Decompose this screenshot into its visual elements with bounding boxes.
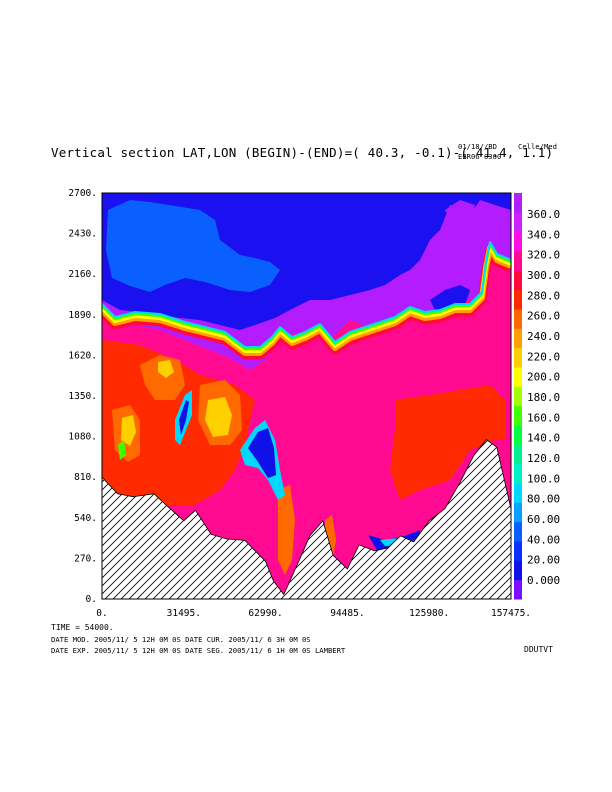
colorbar-label: 140.0	[527, 432, 560, 445]
colorbar-swatch	[514, 444, 522, 465]
contour-field	[102, 193, 511, 599]
units-label: Celle/Med	[518, 142, 557, 151]
x-tick-label: 157475.	[491, 608, 531, 619]
colorbar-label: 100.0	[527, 472, 560, 485]
footer-tag: DDUTVT	[524, 645, 553, 654]
colorbar: 0.000 20.00 40.00 60.00 80.00 100.0 120.0 140.0…	[514, 193, 560, 600]
orange-plume	[278, 485, 295, 575]
colorbar-swatch	[514, 425, 522, 445]
colorbar-swatch	[514, 231, 522, 252]
colorbar-label: 280.0	[527, 289, 560, 302]
run-code: EBR06 0300	[458, 152, 502, 161]
chart-title: Vertical section LAT,LON (BEGIN)-(END)=(…	[51, 145, 554, 160]
y-tick-label: 270.	[74, 553, 97, 564]
x-tick-label: 31495.	[167, 608, 201, 619]
violet-pocket	[445, 200, 475, 230]
x-tick-label: 94485.	[330, 608, 364, 619]
y-tick-label: 1080.	[68, 432, 97, 443]
colorbar-swatch	[514, 367, 522, 387]
colorbar-swatch	[514, 579, 522, 600]
colorbar-label: 220.0	[527, 350, 560, 363]
y-tick-label: 2430.	[68, 229, 97, 240]
colorbar-swatch	[514, 270, 522, 291]
plot-frame	[101, 192, 512, 600]
colorbar-swatch	[514, 309, 522, 329]
colorbar-label: 320.0	[527, 249, 560, 262]
terrain-mask	[102, 439, 511, 599]
colorbar-swatch	[514, 463, 522, 484]
yellow-spot-1	[205, 397, 232, 437]
colorbar-label: 60.00	[527, 513, 560, 526]
date-code: 01/18//BD	[458, 142, 497, 151]
colorbar-label: 80.00	[527, 493, 560, 506]
colorbar-swatch	[514, 289, 522, 310]
colorbar-swatch	[514, 212, 522, 233]
x-tick-label: 62990.	[248, 608, 282, 619]
footer-line-1: DATE MOD. 2005/11/ 5 12H 0M 0S DATE CUR.…	[51, 635, 311, 644]
colorbar-label: 180.0	[527, 391, 560, 404]
colorbar-swatch	[514, 193, 522, 213]
x-tick-label: 125980.	[409, 608, 449, 619]
y-tick-label: 540.	[74, 513, 97, 524]
orange-spot-1	[140, 355, 185, 400]
green-blob-left	[118, 440, 126, 460]
transition-band	[102, 241, 511, 360]
colorbar-label: 120.0	[527, 452, 560, 465]
colorbar-swatch	[514, 328, 522, 349]
blue-blob-left	[179, 400, 189, 435]
colorbar-swatch	[514, 560, 522, 581]
blue-center-blob-inner	[248, 428, 276, 478]
time-label: TIME = 54000.	[51, 623, 114, 632]
footer-line-2: DATE EXP. 2005/11/ 5 12H 0M 0S DATE SEG.…	[51, 646, 346, 655]
colorbar-label: 40.00	[527, 533, 560, 546]
colorbar-label: 20.00	[527, 554, 560, 567]
colorbar-label: 240.0	[527, 330, 560, 343]
upper-blue-light	[106, 200, 280, 292]
colorbar-swatch	[514, 483, 522, 503]
colorbar-label: 200.0	[527, 371, 560, 384]
y-tick-label: 1620.	[68, 350, 97, 361]
colorbar-swatch	[514, 347, 522, 368]
yellow-spot-2	[121, 415, 136, 446]
y-axis: 0. 270. 540. 810. 1080. 1350. 1620. 1890. 2160. 2…	[68, 188, 97, 605]
colorbar-swatch	[514, 405, 522, 426]
colorbar-swatch	[514, 251, 522, 271]
colorbar-label: 160.0	[527, 411, 560, 424]
y-tick-label: 2700.	[68, 188, 97, 199]
y-tick-label: 0.	[86, 594, 97, 605]
colorbar-label: 300.0	[527, 269, 560, 282]
colorbar-swatch	[514, 502, 522, 523]
colorbar-label: 360.0	[527, 208, 560, 221]
yellow-spot-3	[158, 360, 174, 378]
red-zone-right	[390, 385, 505, 500]
colorbar-swatch	[514, 541, 522, 561]
colorbar-label: 260.0	[527, 310, 560, 323]
y-tick-label: 1890.	[68, 310, 97, 321]
y-tick-label: 1350.	[68, 391, 97, 402]
y-tick-label: 810.	[74, 472, 97, 483]
x-tick-label: 0.	[96, 608, 107, 619]
x-axis: 0. 31495. 62990. 94485. 125980. 157475.	[96, 608, 531, 619]
colorbar-swatch	[514, 521, 522, 542]
y-tick-label: 2160.	[68, 269, 97, 280]
colorbar-swatch	[514, 386, 522, 407]
colorbar-label: 0.000	[527, 574, 560, 587]
colorbar-label: 340.0	[527, 228, 560, 241]
magenta-layer	[102, 250, 511, 599]
